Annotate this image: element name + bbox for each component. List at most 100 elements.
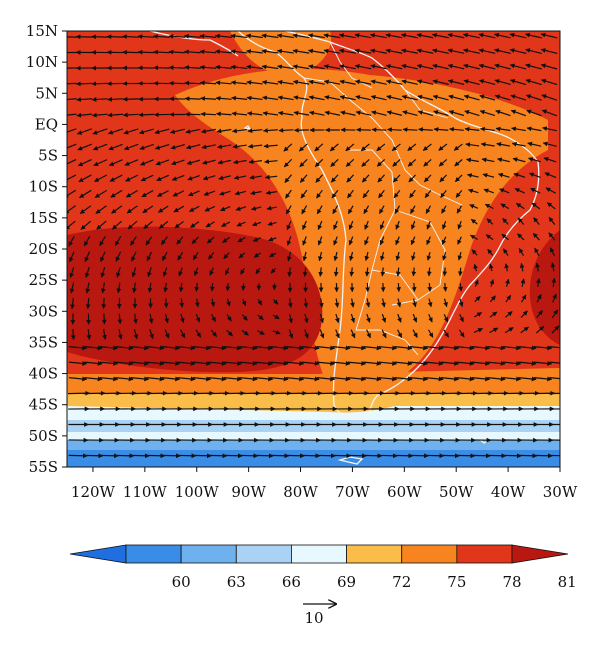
wind-vector [301,205,308,215]
wind-vector [502,376,522,382]
wind-vector [199,80,217,86]
wind-vector [156,174,170,182]
wind-vector [385,63,403,70]
wind-vector [246,95,263,101]
lat-label: 50S [29,427,58,445]
wind-vector [332,345,351,351]
wind-vector [391,143,401,152]
wind-vector [425,361,444,366]
wind-vector [316,345,336,351]
wind-vector-field [67,32,560,459]
wind-vector [216,128,232,134]
wind-vector [548,217,556,226]
wind-vector [316,189,323,199]
wind-vector [339,48,356,54]
wind-vector [195,329,202,338]
wind-vector [456,205,463,214]
temperature-contour-field [67,31,560,467]
wind-vector [459,313,464,323]
wind-vector [230,33,248,39]
contour-band-deep-red-pacific [67,226,323,373]
lon-label: 70W [335,483,370,501]
wind-vector [509,48,527,54]
wind-vector [409,376,429,382]
wind-vector [455,189,463,198]
wind-vector [427,283,433,292]
wind-vector [200,128,216,134]
wind-vector [541,78,558,86]
wind-vector [354,33,372,39]
lon-label: 110W [123,483,168,501]
wind-vector [395,267,401,277]
wind-vector [284,174,293,183]
contour-band-orange-south-slope [67,368,560,400]
wind-vector [100,266,106,278]
wind-vector [172,190,185,197]
wind-vector [548,232,556,241]
wind-vector [499,188,510,194]
wind-vector [423,174,432,183]
wind-vector [432,63,449,70]
wind-vector [111,205,123,214]
wind-vector [308,64,325,70]
wind-vector [163,298,169,309]
wind-vector [75,81,93,87]
wind-vector [176,236,184,245]
wind-vector [249,174,262,180]
wind-vector [532,232,540,241]
colorbar-swatch [180,544,237,564]
wind-vector [394,361,413,366]
wind-vector [277,64,294,70]
wind-vector [332,205,339,215]
wind-vector [115,361,134,366]
wind-vector [67,113,77,116]
wind-vector [438,143,448,151]
wind-vector [80,220,92,230]
latitude-axis: 15N 10N 5N EQ 5S 10S 15S 20S 25S 30S 35S 40S 45S 50S 5… [26,22,67,476]
wind-vector [286,220,292,231]
wind-vector [140,159,154,166]
colorbar-swatch [401,544,458,564]
wind-vector [171,159,185,166]
wind-vector [77,143,92,151]
lon-label: 30W [543,483,578,501]
wind-vector [76,97,93,102]
wind-vector [493,32,511,39]
wind-vector [111,220,123,230]
wind-vector [145,236,153,246]
wind-vector [347,345,367,351]
wind-vector [317,220,323,230]
wind-vector [283,158,293,168]
wind-vector [184,49,201,55]
wind-vector [465,142,480,148]
wind-vector [132,282,137,294]
wind-vector [533,217,540,225]
wind-vector [333,220,338,230]
wind-vector [333,236,338,246]
wind-vector [470,218,478,225]
reference-vector-label: 10 [304,609,323,627]
wind-vector [533,376,553,382]
wind-vector [396,283,402,292]
wind-vector [480,142,495,147]
wind-vector [319,298,324,308]
wind-vector [442,251,447,261]
wind-vector [138,128,154,135]
wind-vector [456,361,475,366]
wind-vector [345,158,355,167]
wind-vector [277,79,294,85]
wind-vector [292,79,310,85]
wind-vector [263,143,278,149]
wind-vector [456,376,475,382]
lat-label: 10S [29,178,58,196]
wind-vector [102,329,107,340]
wind-vector [194,283,200,292]
wind-vector [164,329,170,339]
wind-vector [485,234,494,241]
wind-vector [329,143,339,152]
wind-vector [161,345,181,351]
lat-label: 20S [29,240,58,258]
wind-vector [395,236,400,246]
wind-vector [100,282,106,294]
wind-vector [223,376,243,382]
